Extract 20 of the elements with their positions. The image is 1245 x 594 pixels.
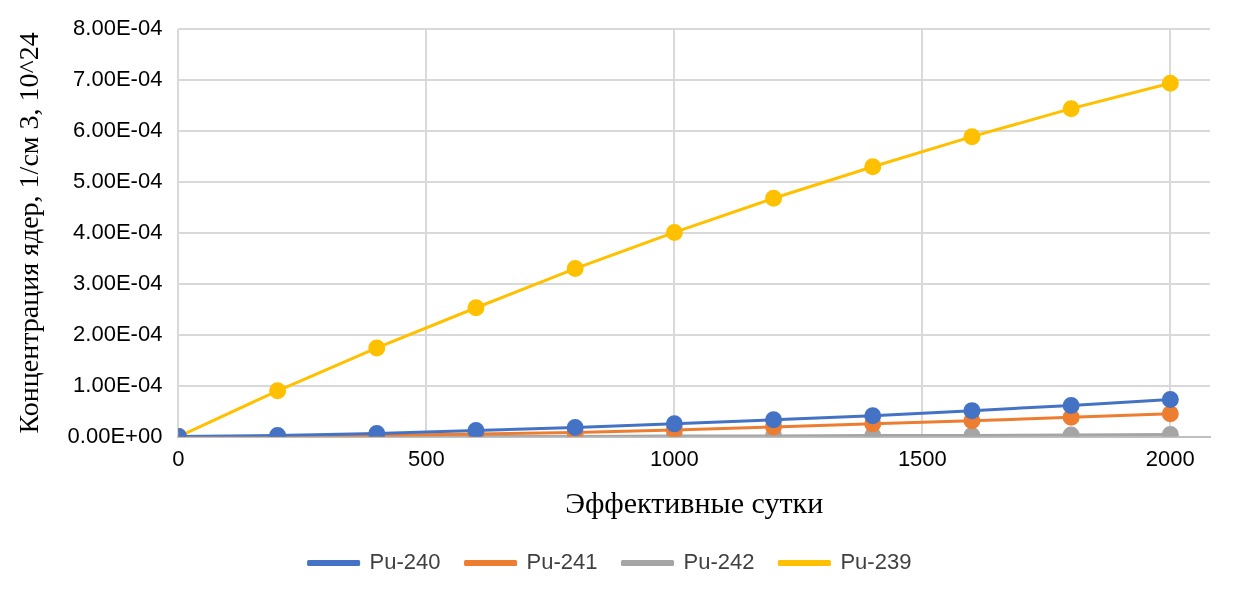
- y-tick-label: 0.00E+00: [67, 422, 163, 448]
- y-tick-label: 1.00E-04: [73, 371, 163, 397]
- y-tick-label: 5.00E-04: [73, 168, 163, 194]
- y-tick-label: 6.00E-04: [73, 117, 163, 143]
- x-tick-label: 1500: [897, 445, 947, 471]
- y-tick-label: 4.00E-04: [73, 218, 163, 244]
- y-tick-label: 3.00E-04: [73, 269, 163, 295]
- y-axis-title: Концентрация ядер, 1/см 3, 10^24: [13, 32, 45, 434]
- x-axis-title: Эффективные сутки: [565, 485, 824, 519]
- y-tick-label: 7.00E-04: [73, 66, 163, 92]
- y-tick-label: 2.00E-04: [73, 320, 163, 346]
- legend-label: Pu-242: [683, 549, 755, 575]
- x-tick-label: 0: [172, 445, 185, 471]
- x-tick-label: 500: [408, 445, 445, 471]
- x-tick-label: 2000: [1145, 445, 1195, 471]
- y-tick-label: 8.00E-04: [73, 15, 163, 41]
- x-tick-label: 1000: [649, 445, 699, 471]
- legend-label: Pu-241: [526, 549, 598, 575]
- legend-label: Pu-239: [840, 549, 912, 575]
- legend-label: Pu-240: [369, 549, 441, 575]
